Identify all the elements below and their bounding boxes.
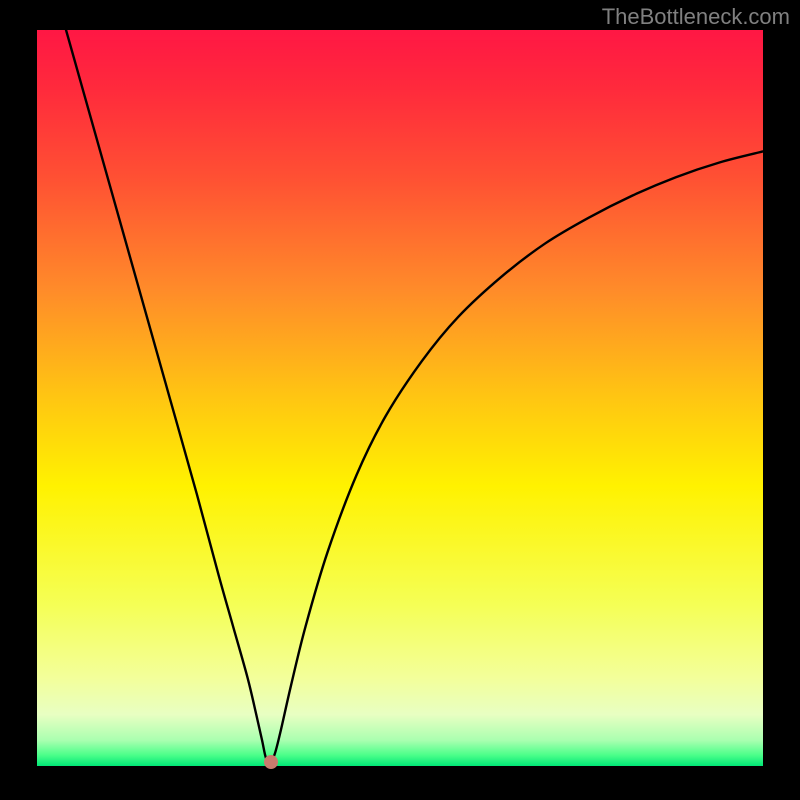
- plot-area: [37, 30, 763, 766]
- curve-layer: [37, 30, 763, 766]
- bottleneck-curve: [66, 30, 763, 762]
- bottleneck-marker: [264, 755, 278, 769]
- watermark-text: TheBottleneck.com: [602, 4, 790, 30]
- chart-frame: TheBottleneck.com: [0, 0, 800, 800]
